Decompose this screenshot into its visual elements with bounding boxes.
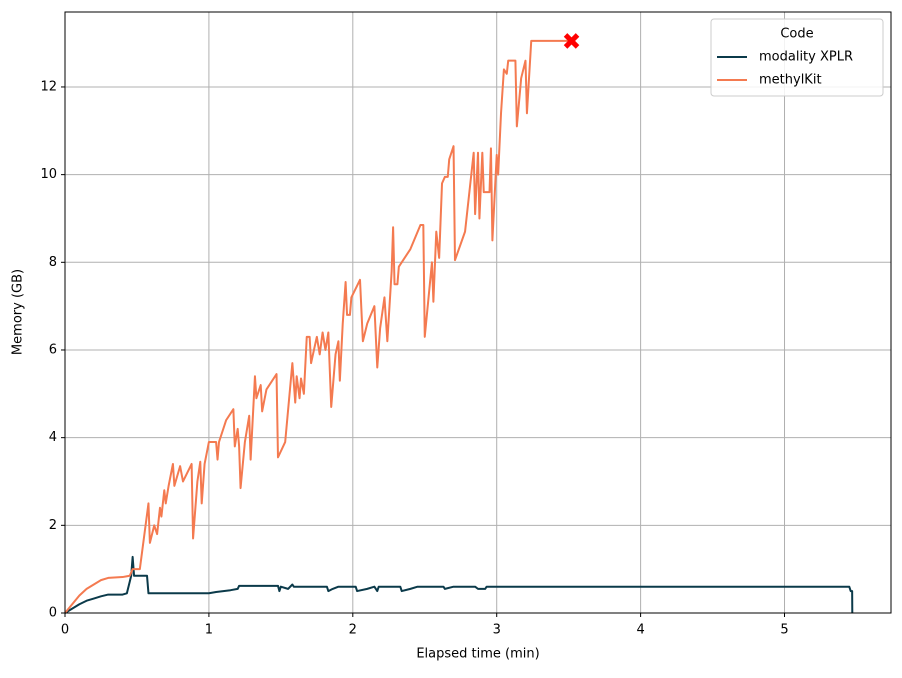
legend-label: methylKit [759, 73, 822, 88]
axes-frame [64, 11, 892, 614]
y-tick-label: 12 [40, 79, 57, 94]
y-tick-label: 0 [49, 606, 57, 621]
y-tick-label: 10 [40, 167, 57, 182]
y-tick-label: 6 [49, 342, 57, 357]
legend-title: Code [780, 27, 813, 42]
legend-label: modality XPLR [759, 50, 853, 65]
y-tick-label: 8 [49, 255, 57, 270]
y-tick-label: 2 [49, 518, 57, 533]
y-axis-label: Memory (GB) [11, 269, 26, 355]
x-tick-label: 2 [349, 623, 357, 638]
series-line [64, 39, 572, 614]
x-tick-label: 3 [493, 623, 501, 638]
legend-box [710, 18, 884, 97]
y-tick-label: 4 [49, 430, 57, 445]
series-line [64, 555, 854, 614]
x-axis-label: Elapsed time (min) [416, 647, 539, 662]
x-tick-label: 4 [636, 623, 644, 638]
end-marker [563, 33, 580, 49]
x-tick-label: 5 [780, 623, 788, 638]
x-tick-label: 0 [61, 623, 69, 638]
x-tick-label: 1 [205, 623, 213, 638]
